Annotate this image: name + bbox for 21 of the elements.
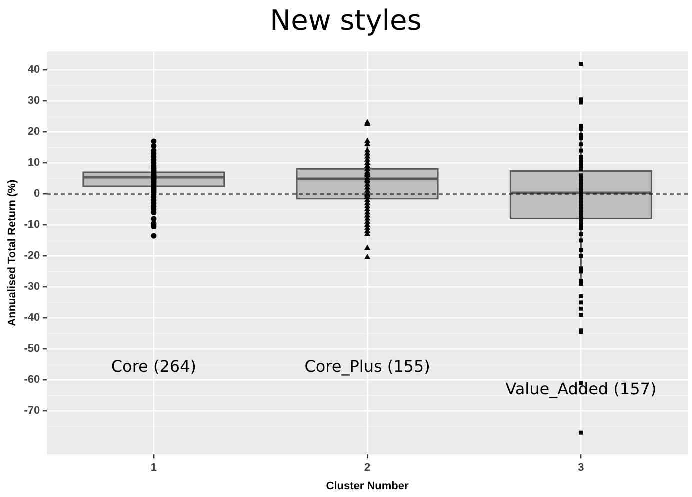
- y-tick-label: 30: [28, 95, 40, 108]
- y-tick-label: -40: [24, 312, 40, 324]
- annotation: Value_Added (157): [506, 379, 657, 398]
- annotation: Core (264): [111, 357, 196, 376]
- y-tick-label: -70: [24, 405, 40, 418]
- y-tick-label: -10: [24, 219, 40, 232]
- x-tick-label: 1: [150, 462, 157, 474]
- y-tick-label: 10: [28, 157, 40, 170]
- x-tick-label: 2: [364, 462, 371, 474]
- y-axis-title: Annualised Total Return (%): [6, 180, 19, 326]
- y-tick-label: -30: [24, 281, 40, 294]
- annotation: Core_Plus (155): [304, 357, 430, 376]
- y-tick-label: 20: [28, 126, 40, 138]
- x-tick-label: 3: [578, 462, 584, 474]
- y-tick-label: 40: [28, 64, 40, 76]
- y-tick-label: -20: [24, 250, 40, 262]
- y-tick-label: 0: [34, 188, 40, 200]
- y-tick-label: -60: [24, 374, 40, 386]
- chart-title: New styles: [270, 4, 422, 38]
- x-axis-title: Cluster Number: [326, 480, 410, 492]
- y-tick-label: -50: [24, 343, 40, 356]
